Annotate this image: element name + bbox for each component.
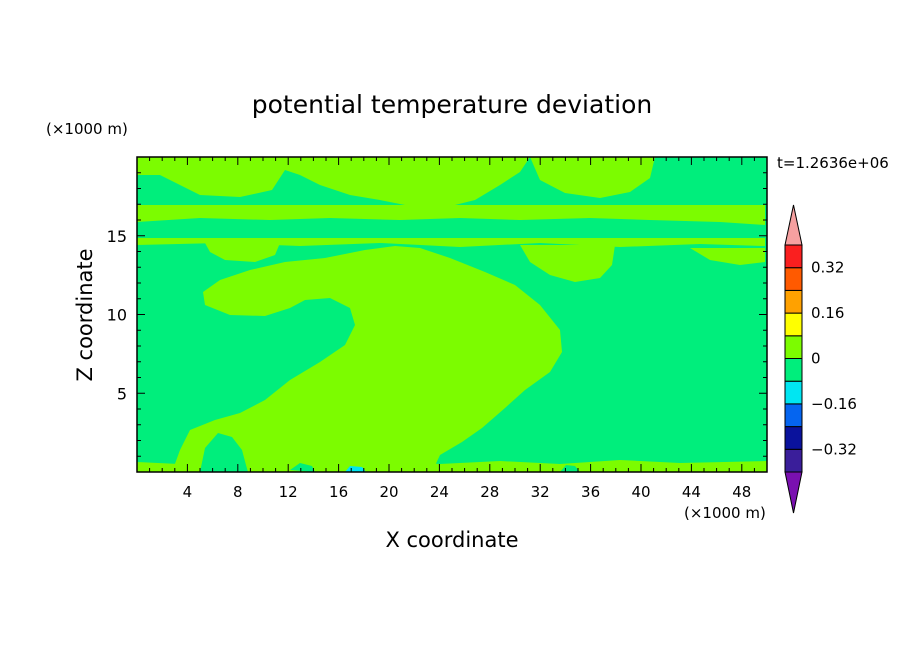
- colorbar-swatch: [784, 267, 803, 291]
- y-tick-label: 15: [107, 227, 127, 246]
- upper-anomaly-center: [285, 157, 530, 215]
- x-axis-label: X coordinate: [385, 528, 518, 552]
- x-tick-label: 48: [732, 483, 751, 501]
- x-tick-label: 16: [329, 483, 348, 501]
- colorbar-tick-label: 0: [811, 350, 821, 368]
- x-tick-label: 24: [430, 483, 449, 501]
- colorbar-swatch: [784, 312, 803, 337]
- x-tick-label: 12: [279, 483, 298, 501]
- colorbar-swatch: [784, 244, 803, 269]
- y-unit-label: (×1000 m): [46, 120, 128, 138]
- plot-area: [136, 156, 768, 473]
- plume-hole: [200, 433, 248, 472]
- time-label: t=1.2636e+06: [777, 154, 889, 172]
- chart-title: potential temperature deviation: [252, 90, 652, 119]
- upper-anomaly-left: [137, 157, 285, 197]
- upper-anomaly-far-right: [690, 248, 765, 265]
- x-tick-label: 28: [480, 483, 499, 501]
- colorbar-tick-label: 0.32: [811, 259, 844, 277]
- colorbar-swatch: [784, 358, 803, 382]
- colorbar-swatch: [784, 448, 803, 473]
- upper-anomaly-left-lobe: [205, 243, 280, 262]
- colorbar-swatch: [784, 289, 803, 314]
- plume-anomaly: [172, 246, 562, 472]
- upper-anomaly-right-lobe: [520, 245, 615, 282]
- x-tick-label: 20: [379, 483, 398, 501]
- y-tick-label: 10: [107, 306, 127, 325]
- colorbar-under-arrow: [784, 471, 803, 514]
- bottom-spot-1: [290, 463, 315, 472]
- colorbar-swatch: [784, 335, 803, 359]
- upper-anomaly-right: [530, 157, 655, 198]
- colorbar-tick-label: −0.32: [811, 440, 857, 458]
- colorbar-tick-label: 0.16: [811, 304, 844, 322]
- y-axis-label: Z coordinate: [73, 248, 97, 381]
- colorbar-swatch: [784, 426, 803, 450]
- x-unit-label: (×1000 m): [684, 504, 766, 522]
- colorbar-swatch: [784, 403, 803, 428]
- colorbar-over-arrow: [784, 204, 803, 246]
- y-tick-label: 5: [117, 384, 127, 403]
- upper-anomaly-band2: [137, 238, 765, 247]
- colorbar-swatch: [784, 380, 803, 405]
- colorbar-tick-label: −0.16: [811, 395, 857, 413]
- x-tick-label: 32: [531, 483, 550, 501]
- bottom-cyan-spot: [345, 466, 366, 472]
- x-tick-label: 44: [682, 483, 701, 501]
- x-tick-label: 40: [631, 483, 650, 501]
- x-tick-label: 4: [183, 483, 193, 501]
- axis-ticks: [137, 157, 767, 472]
- x-tick-label: 8: [233, 483, 243, 501]
- x-tick-label: 36: [581, 483, 600, 501]
- upper-anomaly-band: [137, 205, 765, 225]
- colorbar: 0.32 0.16 0 −0.16 −0.32: [784, 204, 857, 514]
